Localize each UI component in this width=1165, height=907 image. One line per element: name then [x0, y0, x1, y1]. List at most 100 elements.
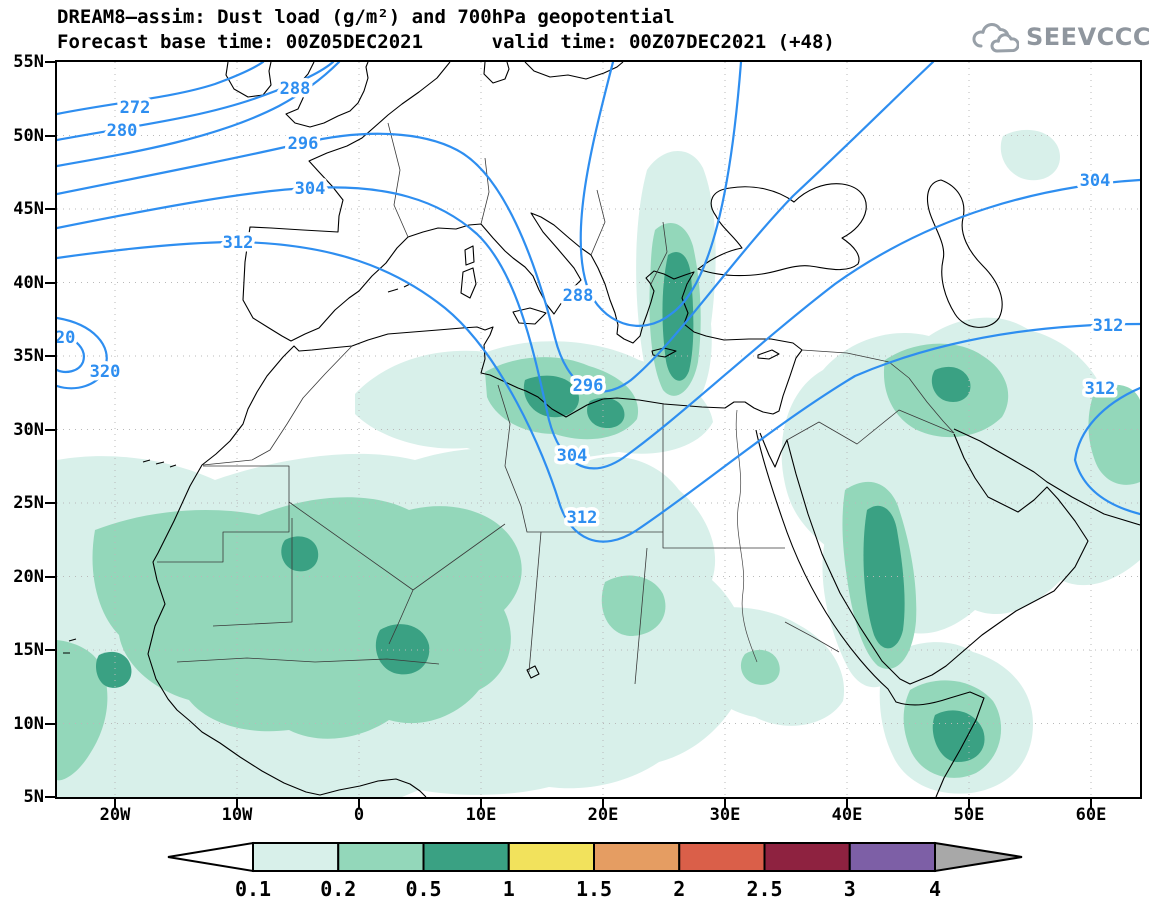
coastlines-path — [926, 179, 1003, 328]
x-axis-label: 10E — [465, 805, 497, 825]
geopotential-contour-label: 280 — [107, 121, 138, 141]
dust-fill-level3-path — [863, 505, 905, 649]
x-axis-tick — [1090, 799, 1092, 809]
y-axis-label: 55N — [13, 52, 44, 72]
seevccc-logo: SEEVCCC — [967, 20, 1151, 54]
chart-title: DREAM8—assim: Dust load (g/m²) and 700hP… — [57, 6, 675, 28]
dust-fill-level3-path — [523, 375, 580, 418]
country-borders-path — [908, 377, 955, 434]
geopotential-contours-path — [57, 62, 935, 393]
coastlines-path — [759, 432, 1089, 685]
x-axis-tick — [236, 799, 238, 809]
y-axis-tick — [45, 355, 55, 357]
geopotential-contours — [57, 62, 1140, 543]
country-borders-path — [176, 657, 440, 665]
coastlines-path — [460, 267, 477, 299]
geopotential-contours-path — [57, 62, 341, 168]
geopotential-contour-label: 320 — [57, 328, 75, 348]
country-borders-path — [662, 404, 785, 549]
chart-subtitle: Forecast base time: 00Z05DEC2021 valid t… — [57, 31, 835, 53]
colorbar-segment — [252, 842, 340, 872]
geopotential-contour-labels: 272 280 288 296 304 312 320 320 288 296 304 312 304 3… — [57, 76, 1127, 532]
x-axis-tick — [968, 799, 970, 809]
geopotential-contours-path — [57, 316, 108, 390]
y-axis-tick — [45, 722, 55, 725]
colorbar-segment — [848, 842, 936, 872]
x-axis-label: 60E — [1075, 805, 1107, 825]
logo-text: SEEVCCC — [1026, 23, 1151, 51]
country-borders-path — [634, 547, 648, 685]
geopotential-contour-label: 312 — [1093, 316, 1124, 336]
geopotential-contour-label: 272 — [120, 98, 151, 118]
country-borders-path — [786, 409, 955, 445]
dust-fill-level2-path — [57, 640, 108, 781]
y-axis-tick — [45, 649, 55, 651]
x-axis-label: 0 — [353, 805, 365, 825]
y-axis-tick — [45, 502, 55, 504]
x-axis-label: 30E — [709, 805, 741, 825]
dust-fill-level3-path — [281, 536, 319, 572]
x-axis-label: 10W — [221, 805, 253, 825]
map-canvas: 272 280 288 296 304 312 320 320 288 296 304 312 304 3… — [57, 62, 1140, 797]
y-axis-tick — [45, 208, 55, 210]
colorbar: 0.1 0.2 0.5 1 1.5 2 2.5 3 4 — [167, 841, 1023, 901]
colorbar-segment — [678, 842, 766, 872]
geopotential-contour-label: 304 — [557, 446, 588, 466]
dust-fill-level2-path — [740, 649, 780, 685]
colorbar-tick-label: 2 — [673, 877, 685, 901]
geopotential-contour-label: 288 — [280, 79, 311, 99]
y-axis-tick — [45, 575, 55, 578]
coastlines-path — [387, 283, 411, 293]
x-axis-label: 20W — [99, 805, 131, 825]
coastlines-path — [225, 62, 272, 98]
coastlines-path — [464, 245, 475, 266]
country-borders-path — [650, 221, 668, 285]
y-axis-label: 45N — [13, 199, 44, 219]
country-borders-path — [801, 349, 910, 379]
y-axis-label: 30N — [13, 419, 44, 440]
geopotential-contours-path — [57, 240, 1140, 543]
x-axis-tick — [846, 799, 848, 809]
x-axis-tick — [724, 799, 726, 809]
colorbar-segment — [763, 842, 851, 872]
colorbar-above-arrow — [934, 841, 1023, 873]
country-borders-path — [387, 122, 409, 238]
dust-fill-level3-path — [587, 397, 625, 429]
geopotential-contour-label: 296 — [288, 134, 319, 154]
geopotential-contours-path — [1073, 386, 1140, 516]
dust-fill-level3-path — [96, 651, 132, 688]
country-borders-path — [497, 384, 663, 533]
country-borders-path — [480, 157, 490, 225]
colorbar-tick-label: 0.2 — [320, 877, 356, 901]
colorbar-tick-label: 1 — [503, 877, 515, 901]
y-axis-label: 15N — [13, 640, 44, 660]
y-axis-tick — [45, 61, 55, 63]
coastlines-path — [147, 62, 803, 797]
y-axis-label: 35N — [13, 346, 44, 366]
geopotential-contour-label: 320 — [90, 362, 121, 382]
dust-fill-level2-path — [1088, 384, 1140, 485]
country-borders-path — [590, 189, 606, 256]
geopotential-contour-label: 312 — [223, 233, 254, 253]
coastlines-path — [285, 62, 369, 128]
geopotential-contour-label: 304 — [1080, 171, 1111, 191]
x-axis-label: 40E — [831, 805, 863, 825]
y-axis-label: 5N — [23, 787, 44, 807]
country-borders-path — [212, 518, 293, 627]
geopotential-contours-path — [579, 62, 743, 327]
colorbar-tick-label: 0.1 — [235, 877, 271, 901]
x-axis-tick — [358, 799, 360, 809]
colorbar-segment — [337, 842, 425, 872]
x-axis-tick — [480, 799, 482, 809]
y-axis-tick — [45, 281, 55, 284]
coastlines-path — [953, 428, 1140, 526]
map-frame: 272 280 288 296 304 312 320 320 288 296 304 312 304 3… — [55, 60, 1142, 799]
coastlines-path — [697, 183, 867, 277]
country-borders-path — [388, 589, 414, 645]
coastlines-path — [757, 349, 780, 360]
geopotential-contour-label: 288 — [563, 286, 594, 306]
coastlines-path — [63, 638, 77, 654]
y-axis-tick — [45, 796, 55, 798]
x-axis-label: 50E — [953, 805, 985, 825]
